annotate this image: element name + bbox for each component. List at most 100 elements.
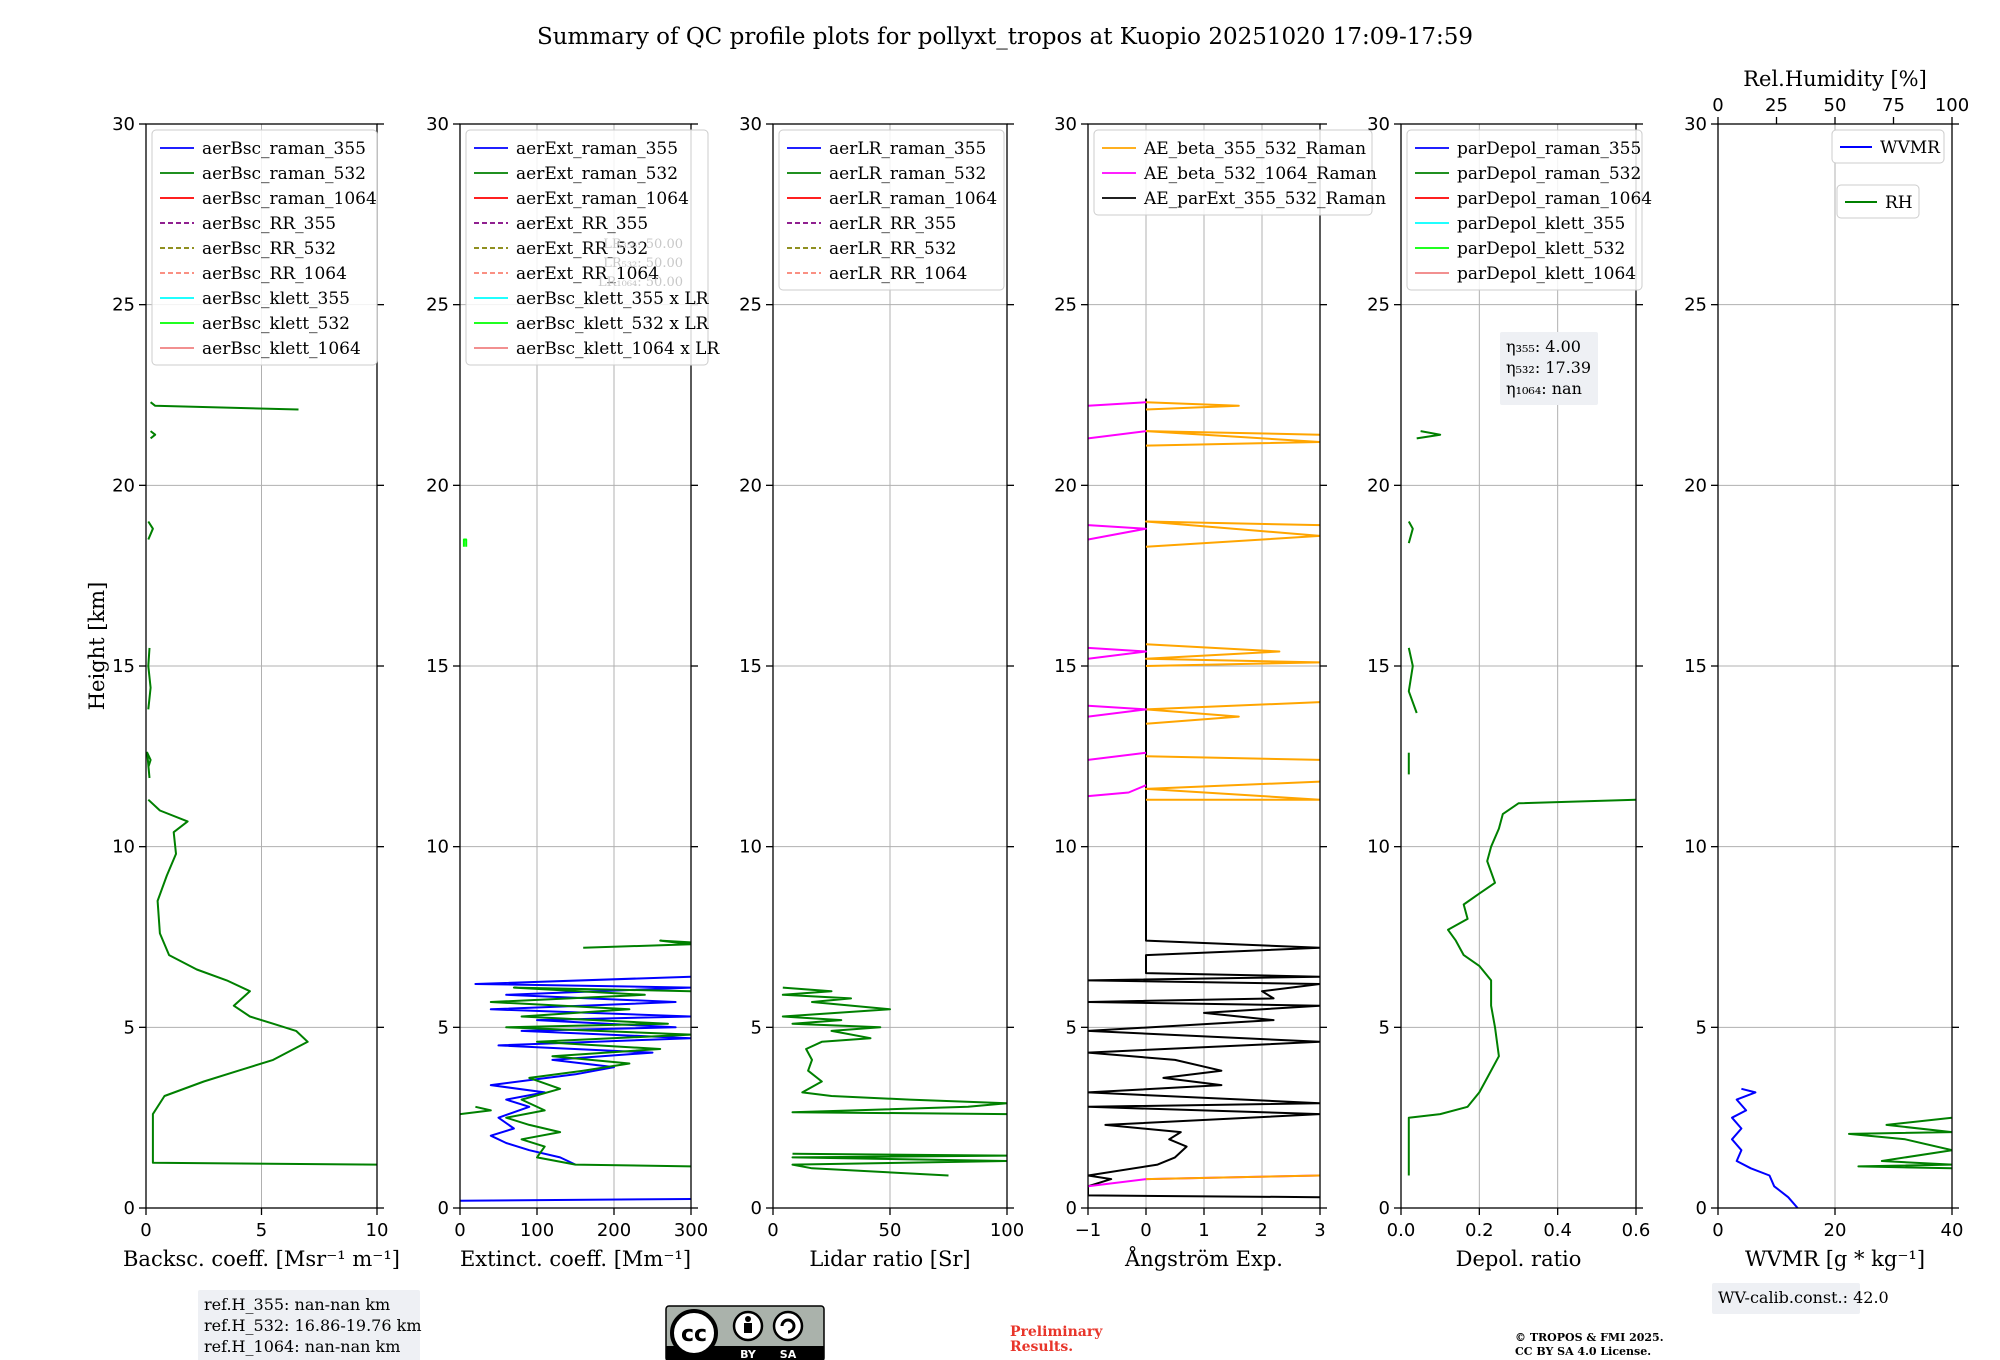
- series-aerBsc_raman_532_blips3: [147, 520, 154, 540]
- legend-label: parDepol_klett_355: [1457, 214, 1625, 234]
- x-tick-label: 0: [1140, 1220, 1151, 1241]
- legend-label: aerBsc_RR_1064: [202, 264, 347, 284]
- top-tick-label: 50: [1824, 95, 1847, 116]
- legend-box: [1831, 129, 1945, 164]
- legend-label: aerExt_RR_532: [516, 239, 648, 259]
- legend-wv: WVMR RH: [1831, 129, 1945, 219]
- legend-label: aerLR_raman_1064: [829, 189, 997, 209]
- x-axis-label-lr: Lidar ratio [Sr]: [809, 1247, 970, 1271]
- legend-label: aerExt_raman_355: [516, 139, 678, 159]
- top-tick-label: 0: [1712, 95, 1723, 116]
- lr-faint-label: LR₁₀₆₄: 50.00: [598, 275, 683, 290]
- legend-box: [151, 129, 378, 366]
- y-tick-label: 30: [1054, 114, 1077, 135]
- y-tick-label: 20: [1054, 475, 1077, 496]
- copyright-line-2: CC BY SA 4.0 License.: [1515, 1345, 1651, 1358]
- legend-label: aerLR_raman_355: [829, 139, 986, 159]
- y-tick-label: 15: [1054, 656, 1077, 677]
- ticks-ext: 0 100 200 300 0 5 10 15 20 25 30: [426, 114, 708, 1241]
- info-line: ref.H_355: nan-nan km: [204, 1295, 390, 1314]
- series-group-bsc: [146, 401, 377, 1166]
- y-tick-label: 15: [1367, 656, 1390, 677]
- legend-label: WVMR: [1880, 138, 1941, 158]
- legend-ae: AE_beta_355_532_Raman AE_beta_532_1064_Ra…: [1093, 129, 1386, 216]
- x-tick-label: 100: [520, 1220, 554, 1241]
- legend-lr: aerLR_raman_355 aerLR_raman_532 aerLR_rama…: [778, 129, 1005, 291]
- x-tick-label: 0.2: [1465, 1220, 1494, 1241]
- info-box-bg: [198, 1290, 420, 1360]
- y-axis-label: Height [km]: [85, 582, 109, 711]
- legend-label: RH: [1885, 193, 1913, 213]
- cc-text: cc: [681, 1322, 707, 1347]
- panel-ext: 0 100 200 300 0 5 10 15 20 25 30 Extinct. coeff. [M…: [426, 114, 720, 1271]
- legend-label: aerLR_RR_355: [829, 214, 956, 234]
- x-tick-label: 200: [597, 1220, 631, 1241]
- series-ae_mag_1: [1088, 784, 1147, 798]
- info-box-wv: WV-calib.const.: 42.0: [1712, 1283, 1889, 1314]
- series-ae_orange_5: [1145, 520, 1320, 548]
- legend-bsc: aerBsc_raman_355 aerBsc_raman_532 aerBsc_r…: [151, 129, 378, 366]
- x-tick-label: 0: [1712, 1220, 1723, 1241]
- x-tick-label: 0: [767, 1220, 778, 1241]
- legend-box: [465, 129, 709, 366]
- y-tick-label: 15: [426, 656, 449, 677]
- x-tick-label: 100: [990, 1220, 1024, 1241]
- y-tick-label: 20: [112, 475, 135, 496]
- series-WVMR: [1731, 1087, 1799, 1208]
- info-line: η₃₅₅: 4.00: [1506, 337, 1581, 356]
- top-axis-label: Rel.Humidity [%]: [1743, 67, 1927, 91]
- series-aerLR_raman_532: [791, 1152, 1007, 1177]
- x-tick-label: 40: [1941, 1220, 1964, 1241]
- series-aerLR_raman_532_main: [781, 986, 1007, 1116]
- info-line: ref.H_532: 16.86-19.76 km: [204, 1316, 422, 1335]
- y-tick-label: 25: [739, 295, 762, 316]
- y-tick-label: 10: [739, 837, 762, 858]
- y-tick-label: 25: [1684, 295, 1707, 316]
- x-tick-label: 20: [1824, 1220, 1847, 1241]
- legend-label: aerBsc_klett_355 x LR: [516, 289, 710, 309]
- x-tick-label: 10: [366, 1220, 389, 1241]
- x-tick-label: 1: [1198, 1220, 1209, 1241]
- x-axis-label-wv: WVMR [g * kg⁻¹]: [1745, 1247, 1925, 1271]
- legend-label: aerBsc_klett_1064: [202, 339, 361, 359]
- cc-license-badge: cc BY SA: [665, 1305, 825, 1360]
- series-ae_mag_6: [1088, 430, 1147, 440]
- info-line: η₁₀₆₄: nan: [1506, 379, 1582, 398]
- share-alike-icon: [780, 1318, 796, 1334]
- series-aerExt_raman_532_top: [583, 939, 691, 949]
- ticks-lr: 0 50 100 0 5 10 15 20 25 30: [739, 114, 1024, 1241]
- x-axis-label-depol: Depol. ratio: [1456, 1247, 1582, 1271]
- legend-label: aerBsc_RR_532: [202, 239, 336, 259]
- y-tick-label: 5: [751, 1017, 762, 1038]
- y-tick-label: 5: [124, 1017, 135, 1038]
- x-tick-label: 0.0: [1387, 1220, 1416, 1241]
- y-tick-label: 20: [739, 475, 762, 496]
- series-depol_blip_4: [1416, 430, 1442, 440]
- y-tick-label: 30: [739, 114, 762, 135]
- series-ae_orange_3: [1145, 701, 1320, 725]
- x-axis-label-ext: Extinct. coeff. [Mm⁻¹]: [460, 1247, 691, 1271]
- legend-label: parDepol_raman_1064: [1457, 189, 1652, 209]
- series-aerBsc_raman_532_blips: [146, 751, 152, 779]
- legend-label: aerBsc_klett_532 x LR: [516, 314, 710, 334]
- legend-label: parDepol_klett_1064: [1457, 264, 1636, 284]
- x-tick-label: 0: [140, 1220, 151, 1241]
- top-tick-label: 75: [1882, 95, 1905, 116]
- series-ae_mag_3: [1088, 704, 1147, 718]
- panel-lr: 0 50 100 0 5 10 15 20 25 30 Lidar ratio [Sr] aerLR_…: [739, 114, 1024, 1271]
- series-aerBsc_raman_532: [147, 798, 377, 1166]
- legend-depol: parDepol_raman_355 parDepol_raman_532 parD…: [1406, 129, 1652, 291]
- series-group-ext: [460, 538, 691, 1202]
- x-tick-label: 2: [1256, 1220, 1267, 1241]
- y-tick-label: 20: [1367, 475, 1390, 496]
- lr-faint-label: LR₅₃₂: 50.00: [603, 256, 683, 271]
- y-tick-label: 10: [426, 837, 449, 858]
- series-ae_orange_2: [1145, 755, 1320, 761]
- info-box-depol: η₃₅₅: 4.00 η₅₃₂: 17.39 η₁₀₆₄: nan: [1500, 332, 1598, 405]
- legend-label: aerExt_raman_532: [516, 164, 678, 184]
- series-group-depol: [1407, 430, 1636, 1176]
- legend-box: [1406, 129, 1643, 291]
- y-tick-label: 30: [1684, 114, 1707, 135]
- legend-label: aerExt_RR_1064: [516, 264, 659, 284]
